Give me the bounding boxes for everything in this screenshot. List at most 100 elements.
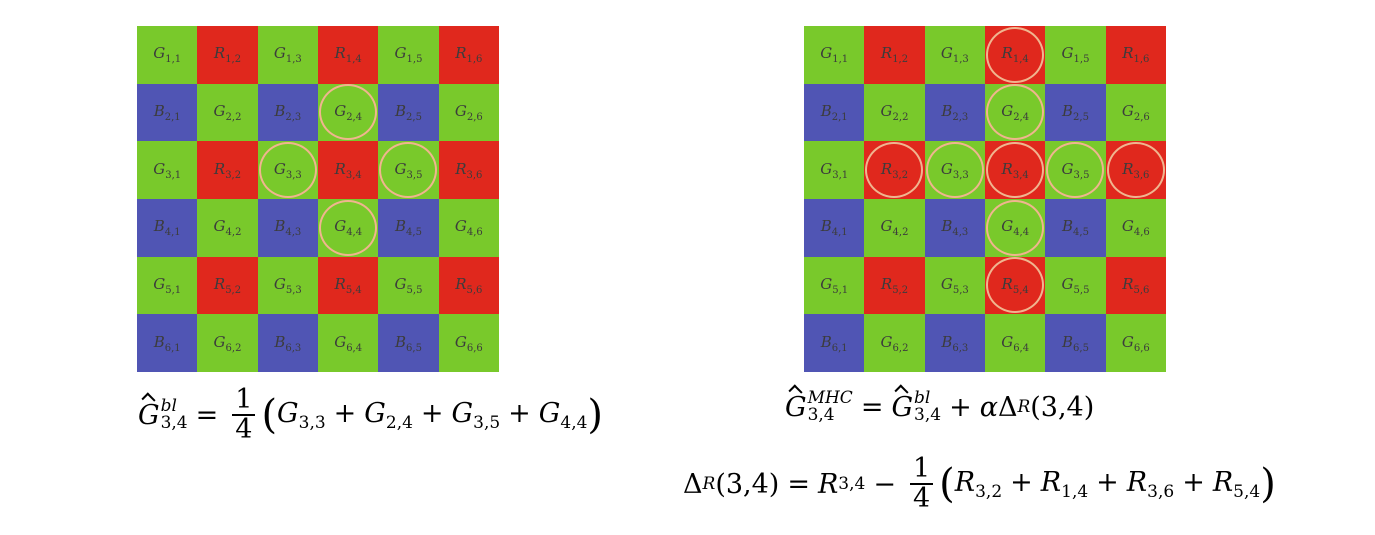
delta-subscript: R (702, 474, 716, 495)
fraction-numerator: 1 (909, 454, 934, 486)
term-subscript: 1,4 (1061, 481, 1089, 502)
cell-label: R1,2 (213, 44, 242, 66)
cell-label: G4,4 (334, 217, 363, 239)
cell-label: R3,6 (455, 159, 483, 181)
rhs-superscript: bl (914, 388, 931, 408)
term-symbol: R (1126, 466, 1148, 498)
bayer-cell: G1,3 (257, 26, 318, 84)
cell-label: B4,1 (153, 217, 181, 239)
term-symbol: G (538, 397, 561, 429)
cell-label: G3,5 (1061, 159, 1090, 181)
bayer-cell: G1,5 (378, 26, 439, 84)
cell-label: B2,1 (820, 101, 848, 123)
cell-label: G4,2 (213, 217, 242, 239)
cell-label: R1,4 (1001, 44, 1029, 66)
bayer-cell: G3,5 (1045, 141, 1106, 199)
cell-label: G4,2 (880, 217, 909, 239)
cell-label: G2,4 (1001, 101, 1030, 123)
open-paren: ( (261, 392, 278, 439)
cell-label: G6,4 (334, 332, 363, 354)
bayer-cell: G2,4 (317, 83, 379, 142)
bayer-cell: B6,1 (804, 314, 865, 372)
fraction-denominator: 4 (912, 483, 931, 515)
bayer-cell: B4,3 (257, 199, 318, 257)
bayer-cell: G6,2 (864, 314, 925, 372)
bayer-cell: B6,3 (257, 314, 318, 372)
lhs-subscript: 3,4 (807, 405, 835, 425)
cell-label: R3,2 (213, 159, 242, 181)
bayer-cell: B2,3 (257, 83, 318, 142)
plus-sign: + (420, 397, 444, 429)
bayer-cell: B4,5 (1045, 199, 1106, 257)
delta-symbol: Δ (683, 468, 703, 500)
bayer-cell: R5,2 (197, 256, 258, 315)
cell-label: G3,1 (820, 159, 849, 181)
cell-label: R1,6 (1122, 44, 1150, 66)
cell-label: B2,1 (153, 101, 181, 123)
cell-label: G5,5 (1061, 274, 1090, 296)
bayer-cell: G4,2 (197, 199, 258, 257)
cell-label: B2,5 (1062, 101, 1089, 123)
bayer-cell: G4,6 (1105, 199, 1166, 257)
cell-label: B2,3 (274, 101, 302, 123)
bayer-cell: G3,1 (804, 141, 865, 199)
lhs-symbol: G (785, 391, 807, 423)
bayer-cell: B4,1 (804, 199, 865, 257)
rhs-symbol: G (891, 391, 914, 423)
bayer-cell: G5,3 (924, 256, 985, 315)
cell-label: B6,1 (820, 332, 848, 354)
bayer-cell: B2,1 (804, 83, 865, 142)
bayer-grid-right: G1,1 R1,2 G1,3 R1,4 G1,5 R1,6 B2,1 G2,2 B2,3 G2,4… (804, 26, 1166, 372)
cell-label: R5,4 (334, 274, 362, 296)
cell-label: G6,2 (880, 332, 909, 354)
bayer-cell: G6,4 (317, 314, 379, 372)
bayer-cell: G3,5 (378, 141, 439, 199)
fraction-denominator: 4 (235, 414, 253, 446)
bayer-cell: B4,1 (137, 199, 198, 257)
bayer-cell: G1,1 (137, 26, 198, 84)
bayer-cell: G1,3 (924, 26, 985, 84)
cell-label: G5,5 (394, 274, 423, 296)
lhs-superscript: bl (160, 396, 177, 417)
fraction-numerator: 1 (232, 385, 256, 417)
cell-label: B4,3 (941, 217, 969, 239)
bayer-cell: G6,6 (438, 314, 499, 372)
cell-label: G5,3 (273, 274, 302, 296)
term-subscript: 5,4 (1233, 481, 1261, 502)
bayer-cell: R1,2 (864, 26, 925, 84)
cell-label: G5,3 (940, 274, 969, 296)
cell-label: G1,3 (273, 44, 302, 66)
bayer-cell: G2,6 (438, 83, 499, 142)
cell-label: G1,1 (820, 44, 849, 66)
bayer-cell: R1,4 (317, 26, 379, 84)
cell-label: R5,6 (455, 274, 483, 296)
cell-label: G1,5 (1061, 44, 1090, 66)
bayer-cell: R3,2 (197, 141, 258, 199)
delta-argument: (3,4) (1030, 391, 1095, 423)
bayer-cell: B2,5 (378, 83, 439, 142)
bayer-cell: R1,6 (438, 26, 499, 84)
cell-label: B4,5 (1062, 217, 1089, 239)
term-symbol: R (1040, 466, 1062, 498)
cell-label: B4,1 (820, 217, 848, 239)
bayer-cell: G4,2 (864, 199, 925, 257)
cell-label: G2,6 (1121, 101, 1150, 123)
cell-label: G3,5 (394, 159, 423, 181)
term-symbol: G (364, 397, 386, 429)
bayer-cell: B6,1 (137, 314, 198, 372)
term-symbol: R (954, 466, 976, 498)
cell-label: G5,1 (153, 274, 182, 296)
term-subscript: 3,5 (473, 412, 501, 433)
equals-sign: = (195, 399, 219, 431)
delta-symbol: Δ (997, 391, 1018, 423)
cell-label: R5,2 (880, 274, 909, 296)
cell-label: B2,3 (941, 101, 969, 123)
cell-label: G6,6 (1121, 332, 1150, 354)
term-list: G3,3 + G2,4 + G3,5 + G4,4 (277, 398, 587, 433)
equals-sign: = (860, 391, 884, 423)
cell-label: R1,2 (880, 44, 909, 66)
